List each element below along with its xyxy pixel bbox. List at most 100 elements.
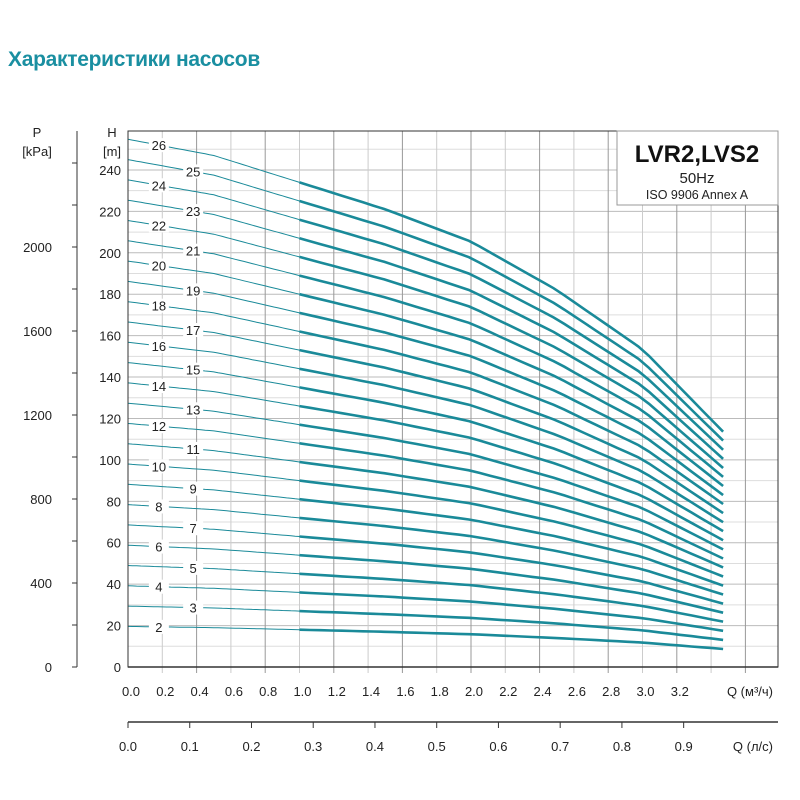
p-axis-label: P <box>33 125 42 140</box>
curve-label-bg <box>148 419 169 434</box>
q-ls-tick-label: 0.8 <box>613 739 631 754</box>
curve-label: 2 <box>155 620 162 635</box>
curve-label-bg <box>183 600 204 615</box>
curve-label-bg <box>183 243 204 258</box>
q-m3h-tick-label: 0.4 <box>191 684 209 699</box>
q-ls-axis-label: Q (л/с) <box>733 739 773 754</box>
curve-label: 20 <box>152 259 166 274</box>
h-tick-label: 220 <box>99 204 121 219</box>
q-ls-tick-label: 0.2 <box>242 739 260 754</box>
curve-label: 5 <box>190 561 197 576</box>
curve-thin-13 <box>127 402 300 426</box>
q-m3h-tick-label: 0.2 <box>156 684 174 699</box>
q-ls-tick-label: 0.3 <box>304 739 322 754</box>
q-m3h-tick-label: 1.4 <box>362 684 380 699</box>
q-m3h-tick-label: 1.6 <box>396 684 414 699</box>
legend-standard: ISO 9906 Annex A <box>646 188 749 202</box>
h-tick-label: 240 <box>99 163 121 178</box>
page-title: Характеристики насосов <box>8 48 260 71</box>
curve-label-bg <box>183 283 204 298</box>
h-tick-label: 180 <box>99 287 121 302</box>
q-m3h-tick-label: 1.0 <box>293 684 311 699</box>
h-tick-label: 100 <box>99 453 121 468</box>
h-tick-label: 60 <box>107 536 121 551</box>
curve-thin-9 <box>127 483 300 500</box>
p-tick-label: 400 <box>30 576 52 591</box>
curve-label: 14 <box>152 379 166 394</box>
curve-thin-7 <box>127 524 300 537</box>
curve-2 <box>299 628 724 651</box>
q-m3h-tick-label: 1.2 <box>328 684 346 699</box>
p-tick-label: 1200 <box>23 408 52 423</box>
p-tick-label: 0 <box>45 660 52 675</box>
q-ls-tick-label: 0.4 <box>366 739 384 754</box>
legend-box: LVR2,LVS2 50Hz ISO 9906 Annex A <box>616 130 779 206</box>
q-m3h-tick-label: 3.0 <box>636 684 654 699</box>
curve-label-bg <box>148 178 169 193</box>
q-m3h-axis-label: Q (м³/ч) <box>727 684 773 699</box>
curve-25 <box>299 199 725 442</box>
p-axis-unit: [kPa] <box>22 144 52 159</box>
curve-label-bg <box>183 164 204 179</box>
q-ls-tick-label: 0.6 <box>489 739 507 754</box>
curve-24 <box>299 218 724 451</box>
curve-label: 24 <box>152 178 166 193</box>
curve-14 <box>299 404 724 542</box>
q-m3h-tick-label: 2.8 <box>602 684 620 699</box>
curve-label-bg <box>148 579 169 594</box>
curve-19 <box>299 311 724 497</box>
h-tick-label: 120 <box>99 411 121 426</box>
curve-21 <box>299 274 724 478</box>
curve-labels: 2345678910111213141516171819202122232425… <box>148 138 204 635</box>
curve-13 <box>299 423 724 551</box>
p-tick-label: 800 <box>30 492 52 507</box>
curve-label-bg <box>148 338 169 353</box>
curve-label: 25 <box>186 164 200 179</box>
h-axis-unit: [m] <box>103 144 121 159</box>
curve-label: 17 <box>186 323 200 338</box>
curve-label: 13 <box>186 402 200 417</box>
curve-17 <box>299 348 724 515</box>
curve-label: 26 <box>152 138 166 153</box>
q-m3h-tick-label: 0.0 <box>122 684 140 699</box>
curve-label: 6 <box>155 540 162 555</box>
q-m3h-tick-label: 0.6 <box>225 684 243 699</box>
q-m3h-tick-label: 3.2 <box>671 684 689 699</box>
h-tick-label: 40 <box>107 577 121 592</box>
curve-thin-11 <box>127 443 300 463</box>
curve-11 <box>299 460 724 569</box>
q-ls-tick-label: 0.7 <box>551 739 569 754</box>
curve-thin-3 <box>127 605 300 612</box>
q-m3h-tick-label: 2.6 <box>568 684 586 699</box>
curve-label-bg <box>183 402 204 417</box>
q-ls-tick-label: 0.1 <box>181 739 199 754</box>
curve-thin-17 <box>127 321 300 351</box>
curve-label-bg <box>148 218 169 233</box>
curve-23 <box>299 237 724 460</box>
q-m3h-tick-label: 2.0 <box>465 684 483 699</box>
curve-label: 8 <box>155 499 162 514</box>
h-tick-label: 160 <box>99 329 121 344</box>
curve-thin-25 <box>127 159 300 202</box>
h-tick-label: 140 <box>99 370 121 385</box>
curve-label-bg <box>148 258 169 273</box>
curve-4 <box>299 591 724 633</box>
p-tick-label: 1600 <box>23 324 52 339</box>
curve-label: 16 <box>152 339 166 354</box>
curve-26 <box>299 181 725 433</box>
curve-label-bg <box>148 378 169 393</box>
curve-label-bg <box>183 204 204 219</box>
q-m3h-tick-label: 2.2 <box>499 684 517 699</box>
curve-label: 19 <box>186 283 200 298</box>
h-tick-label: 20 <box>107 619 121 634</box>
h-tick-label: 0 <box>114 660 121 675</box>
axes: 020406080100120140160180200220240H[m]040… <box>22 125 779 754</box>
curve-5 <box>299 572 724 623</box>
curve-12 <box>299 442 724 560</box>
curve-label: 3 <box>190 601 197 616</box>
curve-label: 7 <box>190 521 197 536</box>
curve-label-bg <box>183 322 204 337</box>
curve-label-bg <box>148 138 169 153</box>
curve-label: 12 <box>152 419 166 434</box>
